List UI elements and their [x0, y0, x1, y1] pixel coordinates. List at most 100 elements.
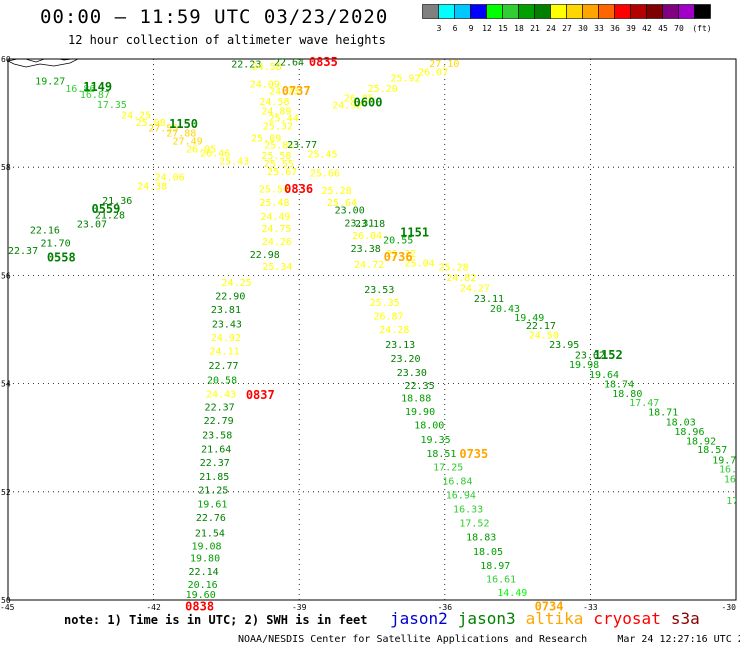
wave-height-value: 25.54: [259, 184, 289, 195]
wave-height-value: 23.31: [344, 218, 374, 229]
wave-height-value: 16.86: [65, 84, 95, 95]
legend-label: 27: [562, 24, 572, 33]
wave-height-value: 24.25: [121, 111, 151, 122]
wave-height-value: 18.00: [414, 421, 444, 432]
wave-height-value: 21.85: [199, 472, 229, 483]
wave-height-value: 18.74: [604, 380, 634, 391]
legend-label: 12: [482, 24, 492, 33]
wave-height-value: 19.08: [191, 541, 221, 552]
legend-label: 36: [610, 24, 620, 33]
wave-height-value: 16.33: [453, 505, 483, 516]
x-tick-label: -42: [146, 603, 161, 612]
plot-frame: [7, 58, 737, 601]
pass-time-label: 0737: [282, 84, 311, 98]
satellite-legend: jason2 jason3 altika cryosat s3a: [390, 609, 710, 628]
wave-height-value: 17.52: [459, 519, 489, 530]
wave-height-value: 19.49: [514, 313, 544, 324]
wave-height-value: 25.92: [390, 73, 420, 84]
wave-height-value: 18.96: [674, 427, 704, 438]
wave-height-value: 18.97: [480, 561, 510, 572]
wave-height-value: 25.58: [261, 151, 291, 162]
wave-height-value: 19.60: [186, 590, 216, 601]
wave-height-value: 22.77: [208, 361, 238, 372]
wave-height-value: 22.76: [196, 513, 226, 524]
wave-height-value: 25.28: [438, 263, 468, 274]
wave-height-value: 21.36: [102, 196, 132, 207]
credit-text: NOAA/NESDIS Center for Satellite Applica…: [238, 634, 588, 645]
wave-height-value: 22.17: [526, 321, 556, 332]
wave-height-value: 25.44: [269, 113, 299, 124]
y-tick-label: 52: [1, 488, 11, 497]
wave-height-value: 25.28: [322, 186, 352, 197]
pass-time-label: 0837: [246, 388, 275, 402]
wave-height-value: 22.16: [30, 225, 60, 236]
wave-height-value: 19.61: [197, 500, 227, 511]
pass-time-label: 0838: [185, 599, 214, 613]
satellite-jason3: jason3: [457, 609, 516, 628]
wave-height-value: 20.58: [207, 375, 237, 386]
y-tick-label: 58: [1, 163, 11, 172]
pass-time-label: 1150: [169, 117, 198, 131]
pass-time-label: 0836: [284, 182, 313, 196]
pass-time-label: 0736: [384, 250, 413, 264]
wave-height-value: 23.38: [351, 244, 381, 255]
wave-height-value: 18.88: [401, 394, 431, 405]
observation-layer: 19.2716.8616.8717.3524.2525.0827.5527.88…: [8, 58, 740, 601]
wave-height-value: 24.82: [446, 273, 476, 284]
wave-height-value: 23.62: [575, 350, 605, 361]
wave-height-value: 22.23: [231, 59, 261, 70]
wave-height-value: 25.55: [264, 159, 294, 170]
wave-height-value: 14.49: [497, 588, 527, 599]
wave-height-value: 21.70: [41, 238, 71, 249]
y-tick-label: 56: [1, 271, 11, 280]
wave-height-value: 23.20: [390, 354, 420, 365]
wave-height-value: 22.90: [215, 291, 245, 302]
wave-height-value: 27.10: [429, 59, 459, 70]
satellite-jason2: jason2: [390, 609, 448, 628]
legend-label: 3: [437, 24, 442, 33]
wave-height-value: 23.43: [212, 320, 242, 331]
wave-height-value: 25.34: [262, 262, 292, 273]
legend-label: 45: [658, 24, 668, 33]
wave-height-value: 17.35: [97, 100, 127, 111]
units-note: note: 1) Time is in UTC; 2) SWH is in fe…: [64, 613, 368, 627]
wave-height-value: 19.35: [421, 435, 451, 446]
legend-label: 9: [469, 24, 474, 33]
pass-time-label: 1151: [400, 226, 429, 240]
wave-height-value: 22.35: [405, 381, 435, 392]
wave-height-value: 26.95: [186, 144, 216, 155]
wave-height-value: 18.71: [648, 408, 678, 419]
wave-height-value: 19.90: [405, 407, 435, 418]
wave-height-value: 19.27: [35, 77, 65, 88]
legend-unit: (ft): [692, 24, 711, 33]
wave-height-value: 21.25: [198, 486, 228, 497]
wave-height-value: 23.30: [397, 368, 427, 379]
wave-height-value: 25.43: [219, 157, 249, 168]
wave-height-value: 24.26: [262, 237, 292, 248]
wave-height-value: 25.04: [405, 258, 435, 269]
wave-height-value: 24.38: [137, 182, 167, 193]
wave-height-value: 17.04: [726, 496, 740, 507]
wave-height-value: 23.58: [202, 430, 232, 441]
wave-height-value: 24.73: [269, 86, 299, 97]
wave-height-value: 24.92: [332, 100, 362, 111]
wave-height-value: 18.92: [686, 436, 716, 447]
wave-height-value: 27.88: [166, 129, 196, 140]
wave-height-value: 24.27: [460, 283, 490, 294]
satellite-altika: altika: [525, 609, 584, 628]
wave-height-value: 24.50: [529, 330, 559, 341]
wave-height-value: 24.09: [250, 79, 280, 90]
wave-height-value: 22.64: [274, 58, 304, 69]
wave-height-value: 24.49: [260, 212, 290, 223]
wave-height-value: 23.07: [77, 219, 107, 230]
wave-height-value: 22.37: [205, 402, 235, 413]
wave-height-value: 21.64: [201, 445, 231, 456]
wave-height-value: 24.58: [259, 97, 289, 108]
wave-height-value: 18.83: [466, 533, 496, 544]
wave-height-value: 16.71: [724, 474, 740, 485]
legend-swatch: [694, 4, 711, 19]
y-tick-label: 50: [1, 596, 11, 605]
wave-height-value: 21.28: [95, 210, 125, 221]
wave-height-value: 24.72: [354, 260, 384, 271]
